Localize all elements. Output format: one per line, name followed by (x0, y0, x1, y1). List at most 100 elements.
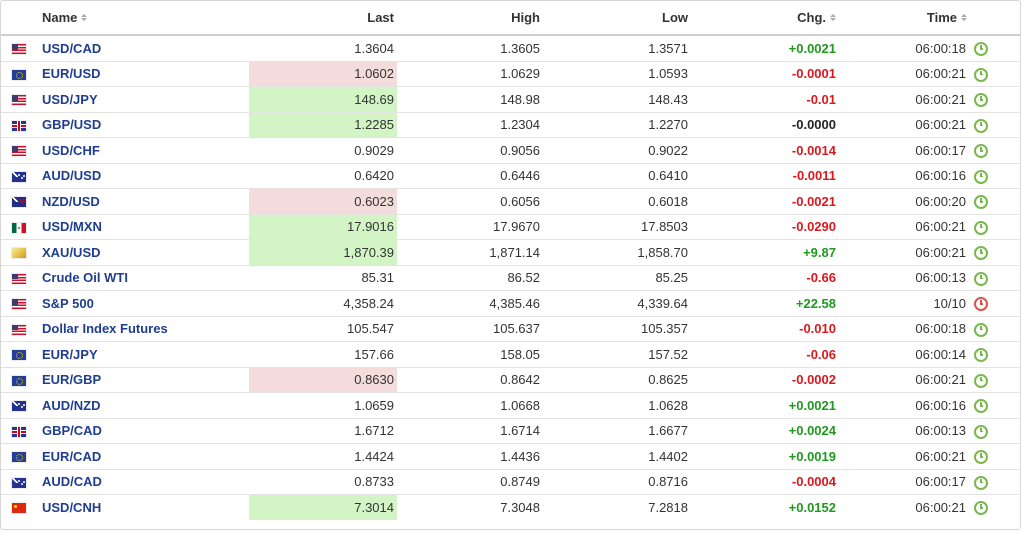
instrument-link[interactable]: Crude Oil WTI (42, 270, 128, 286)
flag-cell (1, 61, 39, 87)
instrument-link[interactable]: USD/CNH (42, 499, 102, 515)
flag-cell (1, 495, 39, 520)
instrument-name-cell: Dollar Index Futures (39, 316, 249, 342)
instrument-link[interactable]: AUD/NZD (42, 397, 101, 413)
low-price-cell: 148.43 (543, 86, 691, 113)
last-price-cell: 7.3014 (249, 494, 397, 520)
table-row[interactable]: GBP/CAD 1.6712 1.6714 1.6677 +0.0024 06:00:13 (1, 418, 1021, 444)
flag-cell (1, 290, 39, 317)
low-price-cell: 1.0593 (543, 61, 691, 87)
table-row[interactable]: EUR/USD 1.0602 1.0629 1.0593 -0.0001 06:00:21 (1, 61, 1021, 87)
table-row[interactable]: USD/CHF 0.9029 0.9056 0.9022 -0.0014 06:00:17 (1, 137, 1021, 164)
low-price-cell: 1.3571 (543, 35, 691, 62)
header-time[interactable]: Time (836, 1, 970, 36)
change-cell: -0.06 (691, 341, 836, 368)
clock-icon (974, 93, 988, 108)
last-price-cell: 1.3604 (249, 35, 397, 62)
high-price-cell: 86.52 (397, 265, 543, 291)
low-price-cell: 0.8716 (543, 469, 691, 495)
sort-arrows-icon[interactable] (81, 13, 88, 22)
high-price-cell: 0.8749 (397, 469, 543, 495)
table-row[interactable]: Dollar Index Futures 105.547 105.637 105.35… (1, 316, 1021, 342)
instrument-link[interactable]: Dollar Index Futures (42, 321, 168, 337)
clock-closed-icon (974, 297, 988, 312)
header-chg-label: Chg. (797, 10, 826, 25)
last-price-cell: 0.9029 (249, 137, 397, 164)
change-cell: -0.0014 (691, 137, 836, 164)
us-flag-icon (12, 324, 26, 335)
table-row[interactable]: USD/CNH 7.3014 7.3048 7.2818 +0.0152 06:00:21 (1, 494, 1021, 520)
table-row[interactable]: AUD/CAD 0.8733 0.8749 0.8716 -0.0004 06:00:17 (1, 469, 1021, 495)
instrument-link[interactable]: USD/MXN (42, 219, 102, 235)
table-row[interactable]: EUR/JPY 157.66 158.05 157.52 -0.06 06:00:14 (1, 341, 1021, 368)
change-cell: +0.0021 (691, 35, 836, 62)
instrument-link[interactable]: AUD/USD (42, 168, 102, 184)
instrument-link[interactable]: USD/CHF (42, 142, 100, 158)
flag-cell (1, 316, 39, 342)
instrument-link[interactable]: GBP/CAD (42, 423, 102, 439)
table-row[interactable]: USD/JPY 148.69 148.98 148.43 -0.01 06:00:21 (1, 86, 1021, 113)
clock-icon (974, 348, 988, 363)
status-cell (970, 188, 1021, 215)
header-low: Low (543, 1, 691, 36)
instrument-link[interactable]: EUR/CAD (42, 448, 102, 464)
change-cell: +9.87 (691, 239, 836, 266)
change-cell: +0.0024 (691, 418, 836, 444)
header-name-label: Name (42, 10, 78, 25)
flag-cell (1, 188, 39, 215)
change-cell: -0.0011 (691, 163, 836, 189)
header-chg[interactable]: Chg. (691, 1, 836, 36)
status-cell (970, 239, 1021, 266)
last-price-cell: 148.69 (249, 86, 397, 113)
flag-cell (1, 418, 39, 444)
time-cell: 06:00:13 (836, 418, 970, 444)
low-price-cell: 4,339.64 (543, 290, 691, 317)
last-price-cell: 0.6023 (249, 188, 397, 215)
instrument-link[interactable]: GBP/USD (42, 117, 102, 133)
instrument-link[interactable]: S&P 500 (42, 295, 94, 311)
last-price-cell: 0.8630 (249, 367, 397, 393)
sort-arrows-icon[interactable] (961, 13, 967, 22)
table-row[interactable]: AUD/NZD 1.0659 1.0668 1.0628 +0.0021 06:00:16 (1, 392, 1021, 419)
flag-cell (1, 239, 39, 266)
instrument-link[interactable]: EUR/JPY (42, 346, 98, 362)
sort-arrows-icon[interactable] (830, 13, 836, 22)
table-row[interactable]: XAU/USD 1,870.39 1,871.14 1,858.70 +9.87 06:0… (1, 239, 1021, 266)
high-price-cell: 17.9670 (397, 214, 543, 240)
eu-flag-icon (12, 350, 26, 361)
clock-icon (974, 246, 988, 261)
instrument-link[interactable]: AUD/CAD (42, 474, 102, 490)
table-row[interactable]: EUR/GBP 0.8630 0.8642 0.8625 -0.0002 06:00:21 (1, 367, 1021, 393)
clock-icon (974, 399, 988, 414)
quote-rows: USD/CAD 1.3604 1.3605 1.3571 +0.0021 06:00:18… (1, 35, 1021, 520)
status-cell (970, 495, 1021, 520)
time-cell: 06:00:14 (836, 341, 970, 368)
flag-cell (1, 163, 39, 189)
instrument-link[interactable]: EUR/USD (42, 66, 101, 82)
header-last: Last (249, 1, 397, 36)
last-price-cell: 17.9016 (249, 214, 397, 240)
instrument-link[interactable]: USD/CAD (42, 40, 102, 56)
table-row[interactable]: S&P 500 4,358.24 4,385.46 4,339.64 +22.58 10/… (1, 290, 1021, 317)
header-name[interactable]: Name (39, 1, 249, 36)
gb-flag-icon (12, 120, 26, 131)
table-row[interactable]: EUR/CAD 1.4424 1.4436 1.4402 +0.0019 06:00:21 (1, 443, 1021, 470)
instrument-link[interactable]: USD/JPY (42, 91, 98, 107)
time-cell: 06:00:21 (915, 499, 966, 515)
table-row[interactable]: USD/MXN 17.9016 17.9670 17.8503 -0.0290 06:00… (1, 214, 1021, 240)
instrument-link[interactable]: NZD/USD (42, 193, 100, 209)
gb-flag-icon (12, 426, 26, 437)
table-row[interactable]: AUD/USD 0.6420 0.6446 0.6410 -0.0011 06:00:16 (1, 163, 1021, 189)
clock-icon (974, 322, 988, 337)
table-row[interactable]: GBP/USD 1.2285 1.2304 1.2270 -0.0000 06:00:21 (1, 112, 1021, 138)
instrument-link[interactable]: XAU/USD (42, 244, 101, 260)
table-row[interactable]: USD/CAD 1.3604 1.3605 1.3571 +0.0021 06:00:18 (1, 35, 1021, 62)
last-price-cell: 1.0602 (249, 61, 397, 87)
quotes-table: Name Last High Low Chg. Time USD/CAD 1.36… (1, 1, 1021, 520)
mx-flag-icon (12, 222, 26, 233)
instrument-link[interactable]: EUR/GBP (42, 372, 102, 388)
table-row[interactable]: NZD/USD 0.6023 0.6056 0.6018 -0.0021 06:00:20 (1, 188, 1021, 215)
au-flag-icon (12, 401, 26, 412)
table-row[interactable]: Crude Oil WTI 85.31 86.52 85.25 -0.66 06:00:1… (1, 265, 1021, 291)
